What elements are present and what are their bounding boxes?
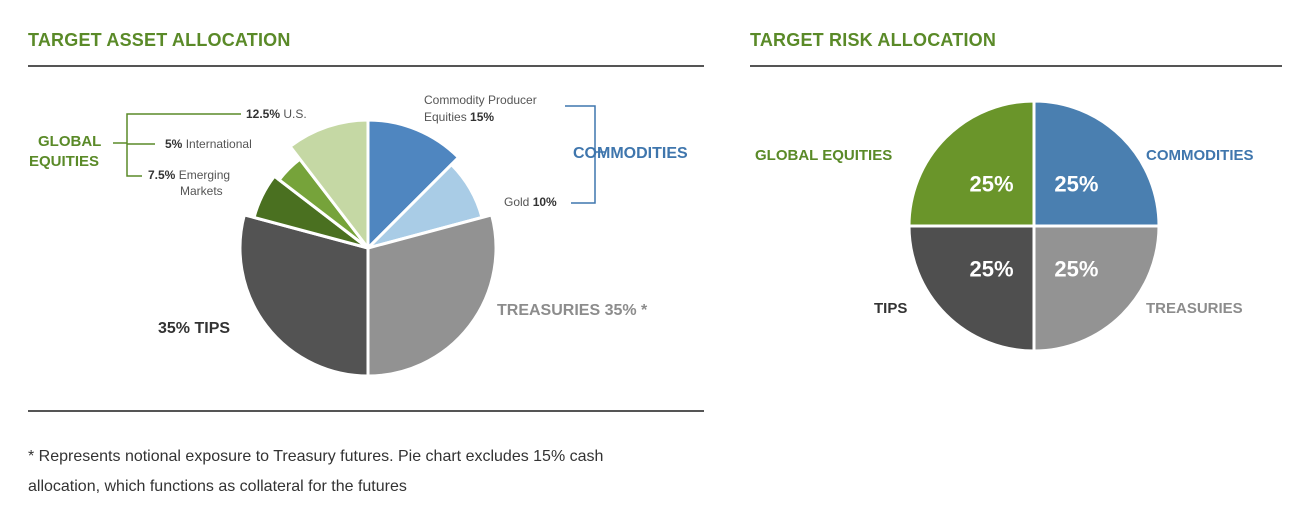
slice-tips [238,213,370,378]
top-divider-right [750,65,1282,67]
slice-tips [907,224,1036,353]
emerging-markets-label-2: Markets [180,184,223,198]
value-label-global-equities: 25% [970,172,1014,197]
value-label-commodities: 25% [1054,172,1098,197]
risk-treasuries-label: TREASURIES [1146,300,1243,317]
global-equities-label-2: EQUITIES [29,153,100,170]
risk-allocation-title: TARGET RISK ALLOCATION [750,30,997,50]
international-label: 5% International [165,137,252,151]
risk-commodities-label: COMMODITIES [1146,147,1254,164]
value-label-tips: 25% [970,256,1014,281]
value-label-treasuries: 25% [1054,256,1098,281]
commodity-producer-label-2: Equities 15% [424,110,495,124]
gold-label: Gold 10% [504,195,557,209]
global-equities-label-1: GLOBAL [38,133,102,150]
emerging-markets-label: 7.5% Emerging [148,168,231,182]
us-label: 12.5% U.S. [246,107,307,121]
risk-allocation-pie [907,99,1161,353]
risk-tips-label: TIPS [874,300,908,317]
slice-commodity-producer-equities [366,118,461,252]
commodities-bracket [565,105,606,204]
slice-treasuries [1032,224,1161,353]
bottom-divider-left [28,410,704,412]
slice-global-equities [907,99,1036,228]
footnote: * Represents notional exposure to Treasu… [28,442,718,501]
footnote-line-2: allocation, which functions as collatera… [28,477,407,495]
slice-u-s [287,118,370,253]
top-divider-left [28,65,704,67]
asset-allocation-pie [238,118,498,378]
slice-emerging-markets [252,174,369,250]
asset-allocation-title: TARGET ASSET ALLOCATION [28,30,291,50]
footnote-line-1: * Represents notional exposure to Treasu… [28,448,604,465]
commodities-label: COMMODITIES [573,145,688,162]
treasuries-label: TREASURIES 35% * [497,302,648,319]
risk-allocation-values: 25% 25% 25% 25% [970,172,1099,282]
commodity-producer-label-1: Commodity Producer [424,93,537,107]
slice-commodities [1032,99,1161,228]
tips-label: 35% TIPS [158,320,231,337]
equities-bracket [113,113,241,177]
risk-global-equities-label: GLOBAL EQUITIES [755,147,893,164]
slice-treasuries [366,213,498,378]
